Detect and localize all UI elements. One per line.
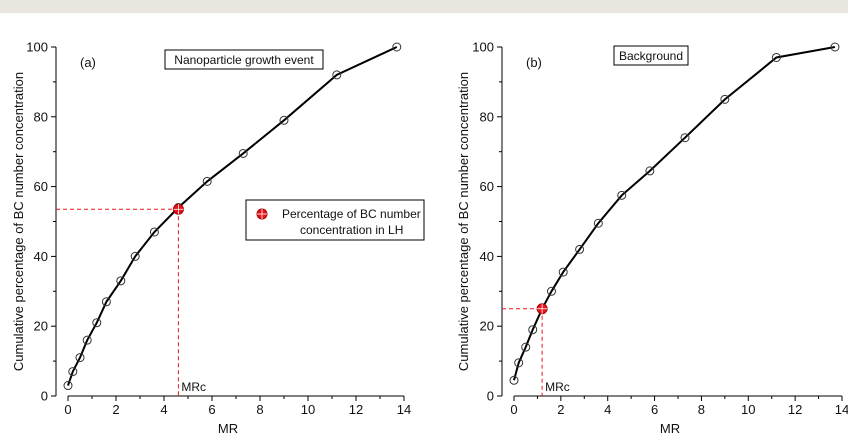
y-tick-label: 80 bbox=[34, 109, 48, 124]
data-point bbox=[63, 381, 73, 391]
annotation-box bbox=[613, 45, 689, 66]
x-axis-label: MR bbox=[218, 421, 238, 436]
x-tick-label: 2 bbox=[112, 402, 119, 417]
x-tick-label: 10 bbox=[741, 402, 755, 417]
data-point bbox=[149, 227, 159, 237]
chart-panel-b: 0 2 4 6 8 10 12 14 0 20 40 60 80 100 MR Cumulative perc… bbox=[456, 40, 848, 436]
data-point bbox=[75, 353, 85, 363]
annotation-text: Background bbox=[619, 49, 683, 63]
x-tick-label: 8 bbox=[256, 402, 263, 417]
data-point bbox=[617, 190, 627, 200]
data-point bbox=[130, 251, 140, 261]
data-point bbox=[332, 70, 342, 80]
data-point bbox=[680, 133, 690, 143]
x-tick-label: 12 bbox=[788, 402, 802, 417]
data-point bbox=[82, 335, 92, 345]
x-tick-label: 6 bbox=[651, 402, 658, 417]
data-point bbox=[720, 94, 730, 104]
data-point bbox=[392, 42, 402, 52]
legend-box bbox=[245, 199, 425, 241]
y-tick-label: 40 bbox=[480, 249, 494, 264]
x-tick-label: 14 bbox=[835, 402, 848, 417]
x-tick-label: 10 bbox=[301, 402, 315, 417]
data-point bbox=[830, 42, 840, 52]
panel-label: (b) bbox=[526, 55, 542, 70]
data-point bbox=[202, 176, 212, 186]
y-tick-label: 20 bbox=[34, 319, 48, 334]
x-tick-label: 4 bbox=[160, 402, 167, 417]
data-point bbox=[101, 297, 111, 307]
y-tick-label: 0 bbox=[41, 389, 48, 404]
y-tick-label: 100 bbox=[26, 40, 48, 55]
y-tick-label: 60 bbox=[34, 179, 48, 194]
series-line bbox=[513, 46, 836, 381]
y-tick-label: 100 bbox=[472, 40, 494, 55]
data-point bbox=[521, 342, 531, 352]
x-tick-label: 2 bbox=[557, 402, 564, 417]
annotation-text: Nanoparticle growth event bbox=[174, 53, 314, 67]
data-point bbox=[92, 318, 102, 328]
data-point bbox=[558, 267, 568, 277]
data-point bbox=[528, 325, 538, 335]
y-axis-label: Cumulative percentage of BC number conce… bbox=[11, 72, 26, 371]
chart-panel-a: 0 2 4 6 8 10 12 14 0 20 40 60 80 100 MR Cumulative perc… bbox=[11, 40, 425, 436]
y-tick-label: 20 bbox=[480, 319, 494, 334]
series-line bbox=[67, 46, 398, 386]
data-point bbox=[645, 166, 655, 176]
mrc-label: MRc bbox=[181, 380, 206, 394]
x-tick-label: 4 bbox=[604, 402, 611, 417]
y-tick-label: 60 bbox=[480, 179, 494, 194]
x-tick-label: 0 bbox=[510, 402, 517, 417]
y-tick-label: 40 bbox=[34, 249, 48, 264]
data-point bbox=[771, 52, 781, 62]
x-tick-label: 0 bbox=[64, 402, 71, 417]
x-tick-label: 14 bbox=[397, 402, 411, 417]
y-tick-label: 80 bbox=[480, 109, 494, 124]
top-banner bbox=[0, 0, 848, 13]
data-point bbox=[514, 358, 524, 368]
data-point bbox=[279, 115, 289, 125]
panel-label: (a) bbox=[80, 55, 96, 70]
data-point bbox=[68, 367, 78, 377]
annotation-box bbox=[164, 49, 324, 70]
y-axis-label: Cumulative percentage of BC number conce… bbox=[456, 72, 471, 371]
legend-label-line1: Percentage of BC number bbox=[282, 207, 421, 221]
data-point bbox=[575, 244, 585, 254]
y-tick-label: 0 bbox=[487, 389, 494, 404]
data-point bbox=[116, 276, 126, 286]
legend-label-line2: concentration in LH bbox=[300, 223, 403, 237]
x-tick-label: 6 bbox=[208, 402, 215, 417]
data-point bbox=[509, 375, 519, 385]
mrc-label: MRc bbox=[545, 380, 570, 394]
x-tick-label: 12 bbox=[349, 402, 363, 417]
data-point bbox=[593, 218, 603, 228]
x-tick-label: 8 bbox=[698, 402, 705, 417]
x-axis-label: MR bbox=[660, 421, 680, 436]
data-point bbox=[238, 148, 248, 158]
data-point bbox=[546, 286, 556, 296]
